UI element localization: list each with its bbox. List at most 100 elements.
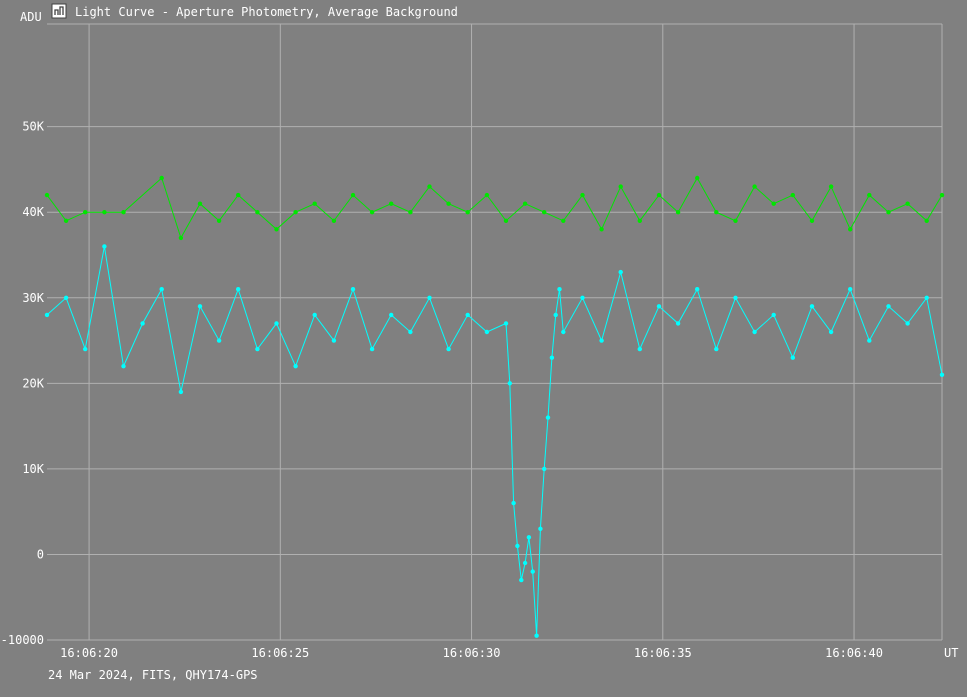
y-tick-label: 50K [22,120,44,134]
data-point [733,295,738,300]
data-point [312,201,317,206]
data-point [656,192,662,198]
series-line [46,246,943,636]
data-point [350,287,356,292]
data-point [526,535,532,540]
data-point [255,210,260,215]
data-point [274,227,279,232]
x-tick-labels: 16:06:20 16:06:25 16:06:30 16:06:35 16:06:40 [60,646,883,660]
data-point [159,287,164,292]
data-point [848,227,853,232]
data-point [350,192,356,198]
data-point [216,338,222,343]
grid [47,23,943,641]
data-point [465,312,470,318]
footer-info: 24 Mar 2024, FITS, QHY174-GPS [48,668,258,682]
data-point [197,304,203,309]
x-tick-label: 16:06:40 [825,646,883,660]
data-point [771,312,776,318]
data-point [790,355,795,360]
window-title: Light Curve - Aperture Photometry, Avera… [75,5,458,19]
data-point [924,218,929,223]
data-point [216,218,222,223]
series-layer [44,175,945,638]
data-point [886,210,891,215]
y-tick-label: 40K [22,205,44,219]
data-point [446,346,451,352]
data-point [675,210,681,215]
data-point [331,218,337,223]
data-point [63,295,69,300]
x-axis-unit: UT [944,646,958,660]
data-point [515,543,520,549]
data-point [886,304,891,309]
y-tick-labels: -10000 0 10K 20K 30K 40K 50K [1,120,45,647]
y-tick-label: 10K [22,462,44,476]
data-series [44,244,945,638]
data-point [236,192,241,198]
data-point [484,329,490,335]
data-point [102,244,107,249]
data-point [752,184,757,189]
data-point [867,338,872,343]
data-point [675,321,681,326]
data-point [618,184,623,189]
data-point [553,312,558,318]
data-point [293,210,298,215]
data-point [637,346,642,352]
data-point [828,184,834,189]
data-point [121,210,126,215]
data-point [178,389,184,395]
data-point [599,338,604,343]
x-tick-label: 16:06:25 [251,646,309,660]
data-point [752,329,757,335]
data-point [557,287,562,292]
data-point [714,210,719,215]
x-tick-label: 16:06:30 [443,646,501,660]
data-point [714,346,719,352]
data-point [140,321,145,326]
data-point [771,201,776,206]
y-tick-label: 0 [37,547,44,561]
data-point [867,192,872,198]
data-point [369,210,375,215]
data-point [389,201,394,206]
data-point [545,415,551,420]
data-point [389,312,394,318]
data-point [809,304,815,309]
data-point [530,569,535,574]
data-point [561,218,566,223]
data-point [561,329,566,335]
data-point [427,295,432,300]
data-point [656,304,662,309]
data-point [293,364,298,369]
data-point [197,201,203,206]
data-point [618,269,623,275]
data-point [905,201,910,206]
data-point [503,218,509,223]
data-point [446,201,451,206]
data-point [534,633,539,638]
data-point [427,184,432,189]
data-point [538,526,543,531]
data-point [790,192,795,198]
data-point [83,346,88,352]
data-point [503,321,509,326]
data-point [484,192,490,198]
data-point [522,201,528,206]
data-point [637,218,642,223]
light-curve-app-icon [51,3,67,19]
x-tick-label: 16:06:35 [634,646,692,660]
data-point [369,346,375,352]
data-point [408,329,413,335]
data-point [44,312,50,318]
data-point [905,321,910,326]
data-point [83,210,88,215]
title-bar: Light Curve - Aperture Photometry, Avera… [51,3,458,19]
data-point [733,218,738,223]
data-point [63,218,69,223]
data-point [599,227,604,232]
y-tick-label: -10000 [1,633,44,647]
data-point [331,338,337,343]
